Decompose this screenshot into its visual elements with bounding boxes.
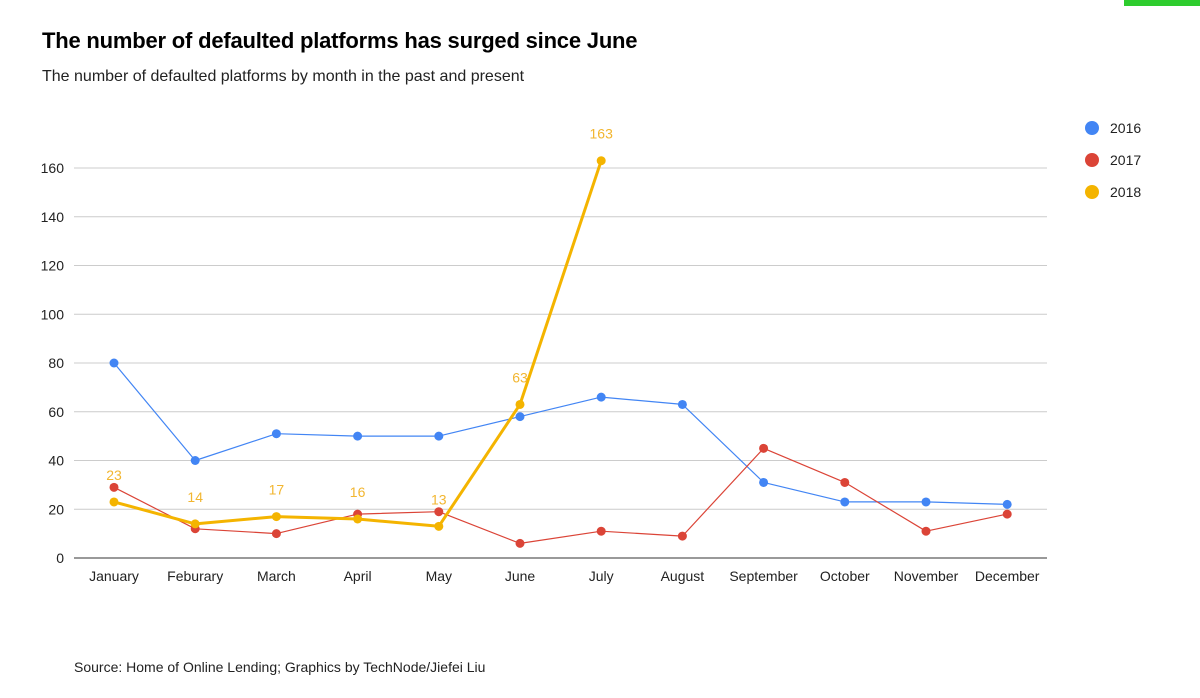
series-2016: [109, 358, 1012, 509]
point-2016-march: [271, 429, 281, 439]
gridlines: [74, 167, 1047, 510]
point-2018-may: [434, 521, 444, 531]
point-2018-january: [109, 497, 119, 507]
line-2017: [113, 447, 1008, 545]
point-2017-may: [434, 507, 444, 517]
data-label-2018-april: 16: [350, 484, 366, 500]
x-tick-label-march: March: [257, 568, 296, 584]
x-tick-label-august: August: [661, 568, 705, 584]
y-tick-label-20: 20: [48, 501, 64, 517]
point-2017-june: [515, 538, 525, 548]
data-labels: 23 14 17 16 13 63 163: [106, 126, 613, 508]
y-tick-label-100: 100: [41, 306, 65, 322]
x-tick-label-feburary: Feburary: [167, 568, 223, 584]
point-2017-december: [1002, 509, 1012, 519]
series-2018: [109, 156, 606, 531]
point-2016-december: [1002, 499, 1012, 509]
point-2018-march: [271, 512, 281, 522]
data-label-2018-january: 23: [106, 467, 122, 483]
chart-subtitle: The number of defaulted platforms by mon…: [42, 68, 525, 85]
x-axis: January Feburary March April May June July Augu…: [74, 557, 1047, 584]
corner-accent-bar: [1124, 0, 1200, 6]
y-tick-label-60: 60: [48, 404, 64, 420]
point-2017-march: [271, 529, 281, 539]
legend-label-2018: 2018: [1110, 184, 1141, 200]
line-2016: [113, 362, 1008, 505]
point-2017-october: [840, 477, 850, 487]
x-tick-label-december: December: [975, 568, 1040, 584]
point-2016-october: [840, 497, 850, 507]
point-2017-january: [109, 482, 119, 492]
point-2017-september: [759, 443, 769, 453]
point-2018-feburary: [190, 519, 200, 529]
point-2016-june: [515, 412, 525, 422]
point-2018-june: [515, 399, 525, 409]
point-2016-january: [109, 358, 119, 368]
y-axis: 0 20 40 60 80 100 120 140 160: [41, 160, 65, 566]
x-tick-label-september: September: [729, 568, 798, 584]
x-tick-label-may: May: [426, 568, 452, 584]
x-tick-label-october: October: [820, 568, 870, 584]
y-tick-label-40: 40: [48, 453, 64, 469]
point-2016-september: [759, 477, 769, 487]
y-tick-label-140: 140: [41, 209, 65, 225]
point-2018-july: [596, 156, 606, 166]
y-tick-label-80: 80: [48, 355, 64, 371]
data-label-2018-july: 163: [590, 126, 614, 142]
x-tick-label-july: July: [589, 568, 614, 584]
legend-label-2017: 2017: [1110, 152, 1141, 168]
source-note: Source: Home of Online Lending; Graphics…: [74, 659, 486, 675]
legend-item-2017: 2017: [1085, 152, 1141, 168]
legend-swatch-2016: [1085, 121, 1099, 135]
y-tick-label-0: 0: [56, 550, 64, 566]
chart-title: The number of defaulted platforms has su…: [42, 28, 638, 53]
x-tick-label-june: June: [505, 568, 536, 584]
series-lines: [109, 156, 1012, 548]
point-2017-november: [921, 526, 931, 536]
legend-label-2016: 2016: [1110, 120, 1141, 136]
legend-item-2018: 2018: [1085, 184, 1141, 200]
point-2017-august: [677, 531, 687, 541]
legend-swatch-2018: [1085, 185, 1099, 199]
point-2016-august: [677, 399, 687, 409]
line-2018: [112, 159, 603, 528]
x-tick-label-january: January: [89, 568, 139, 584]
data-label-2018-june: 63: [512, 369, 528, 385]
legend-swatch-2017: [1085, 153, 1099, 167]
point-2017-july: [596, 526, 606, 536]
x-tick-label-april: April: [344, 568, 372, 584]
legend-item-2016: 2016: [1085, 120, 1141, 136]
legend: 2016 2017 2018: [1085, 120, 1141, 200]
data-label-2018-march: 17: [269, 482, 285, 498]
point-2016-feburary: [190, 456, 200, 465]
y-tick-label-120: 120: [41, 258, 65, 274]
y-tick-label-160: 160: [41, 160, 65, 176]
series-2017: [109, 443, 1012, 548]
point-2016-april: [353, 431, 363, 441]
point-2018-april: [353, 514, 363, 524]
x-tick-label-november: November: [894, 568, 959, 584]
data-label-2018-may: 13: [431, 491, 447, 507]
point-2016-november: [921, 497, 931, 507]
data-label-2018-feburary: 14: [187, 489, 203, 505]
point-2016-may: [434, 431, 444, 441]
point-2016-july: [596, 392, 606, 402]
